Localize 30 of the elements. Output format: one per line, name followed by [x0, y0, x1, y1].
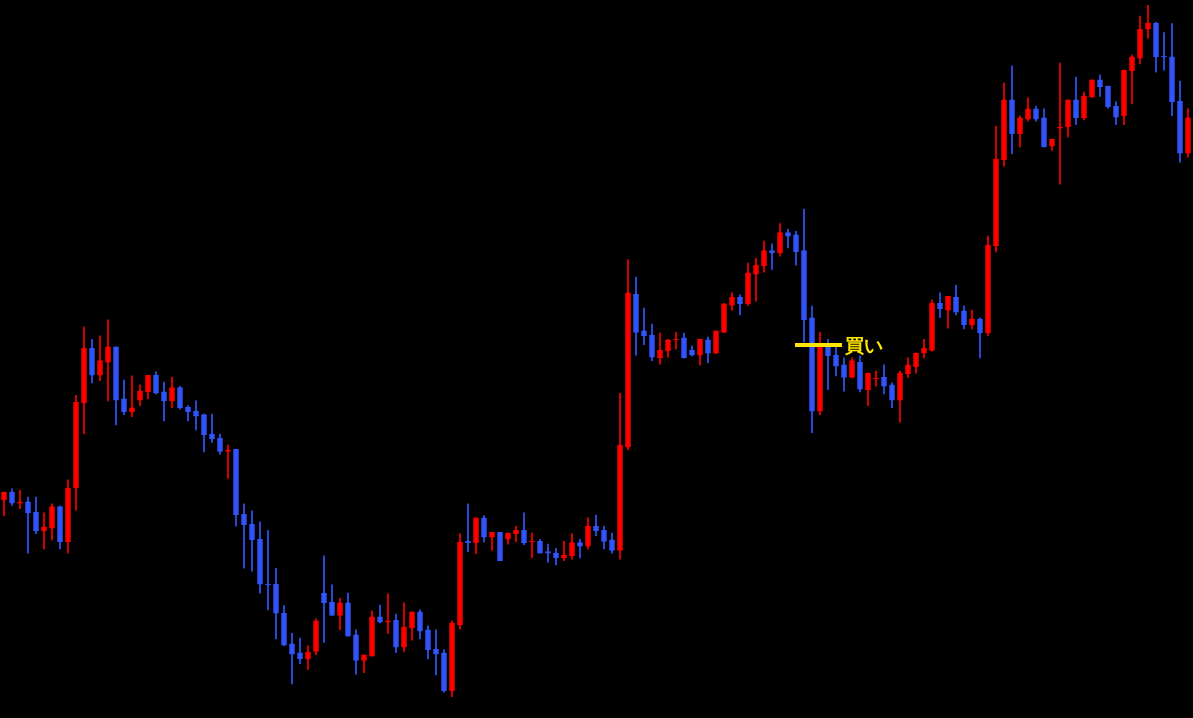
candlestick	[241, 503, 247, 569]
candlestick	[1145, 5, 1151, 39]
candlestick	[937, 292, 943, 319]
candlestick	[641, 307, 647, 346]
candlestick	[225, 444, 231, 479]
candlestick	[209, 413, 215, 443]
candlestick	[489, 531, 495, 551]
candlestick	[769, 243, 775, 270]
candlestick	[673, 331, 679, 350]
candlestick	[545, 543, 551, 563]
candlestick	[129, 375, 135, 418]
candlestick	[433, 629, 439, 676]
candlestick	[577, 538, 583, 559]
candlestick	[753, 257, 759, 302]
candlestick	[193, 400, 199, 431]
candlestick	[321, 555, 327, 643]
candlestick	[289, 633, 295, 685]
candlestick	[17, 489, 23, 510]
candlestick	[1161, 32, 1167, 71]
annotation: 買い	[844, 333, 883, 356]
candlestick	[265, 529, 271, 611]
candlestick	[105, 319, 111, 402]
candlestick	[25, 496, 31, 554]
candlestick	[529, 532, 535, 559]
candlestick	[1057, 62, 1063, 185]
candlestick	[785, 228, 791, 249]
candlestick	[873, 370, 879, 387]
candlestick	[305, 645, 311, 670]
candlestick	[385, 593, 391, 634]
candlestick	[41, 512, 47, 550]
